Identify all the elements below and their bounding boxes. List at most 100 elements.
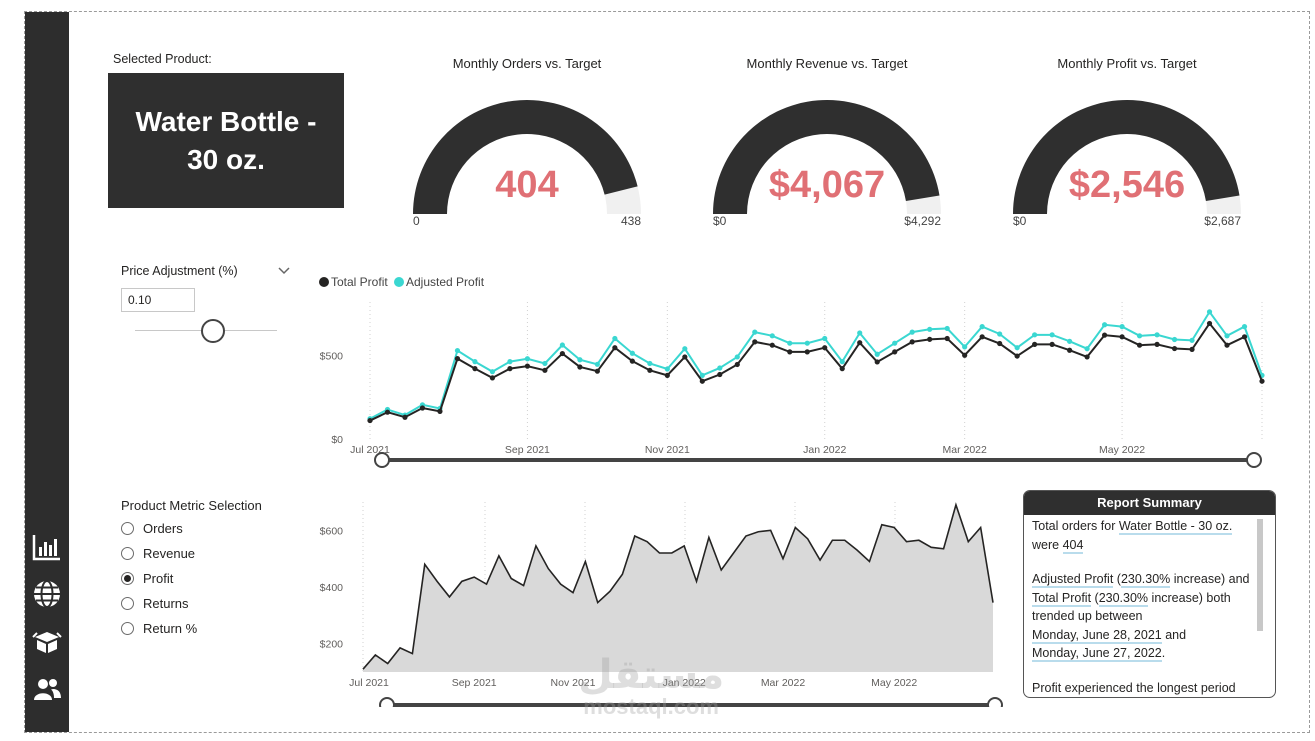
summary-highlight: Water Bottle - 30 oz.: [1118, 519, 1233, 535]
gauge-arc: [413, 100, 641, 214]
watermark-latin: mostaql.com: [583, 694, 719, 719]
radio-button[interactable]: [121, 522, 134, 535]
bar-chart-icon[interactable]: [31, 531, 63, 563]
price-adjustment-input[interactable]: [121, 288, 195, 312]
gauge-min: 0: [413, 214, 420, 228]
radio-button[interactable]: [121, 547, 134, 560]
radio-button[interactable]: [121, 597, 134, 610]
data-point: [1101, 332, 1108, 338]
selected-product-value: Water Bottle - 30 oz.: [135, 105, 317, 175]
y-tick-label: $500: [320, 350, 344, 362]
date-range-end-handle: [987, 697, 1003, 707]
radio-button-selected[interactable]: [121, 572, 134, 585]
selected-product-label: Selected Product:: [113, 52, 212, 66]
data-point: [1154, 332, 1160, 338]
series-line: [369, 321, 1263, 422]
price-adjustment-slider-thumb[interactable]: [201, 319, 226, 343]
chevron-down-icon[interactable]: [278, 262, 290, 280]
data-point: [909, 339, 915, 345]
data-point: [997, 340, 1003, 347]
y-tick-label: $400: [320, 582, 344, 594]
data-point: [1014, 345, 1020, 351]
metric-option-orders[interactable]: Orders: [121, 521, 183, 536]
legend-marker: [394, 277, 404, 287]
option-label: Revenue: [143, 546, 196, 561]
data-point: [1171, 336, 1178, 343]
gauge-arc: [1013, 100, 1241, 214]
data-point: [804, 340, 810, 346]
data-point: [524, 363, 531, 369]
gauge-max: $2,687: [1204, 214, 1241, 228]
globe-icon[interactable]: [31, 578, 63, 610]
data-point: [402, 414, 408, 420]
data-point: [1014, 353, 1020, 359]
series-line: [369, 310, 1263, 420]
box-icon[interactable]: [31, 626, 63, 658]
navigation-sidebar: [25, 12, 69, 732]
gauge-max: $4,292: [904, 214, 941, 228]
data-point: [1067, 338, 1073, 344]
data-point: [909, 329, 915, 335]
data-point: [804, 349, 810, 355]
data-point: [927, 336, 933, 342]
x-tick-label: Jul 2021: [349, 677, 389, 689]
data-point: [1119, 324, 1125, 330]
date-range-end-handle: [1246, 452, 1262, 468]
y-tick-label: $0: [331, 434, 343, 446]
data-point: [594, 361, 600, 367]
data-point: [717, 365, 723, 371]
radio-button[interactable]: [121, 622, 134, 635]
gauge-min: $0: [1013, 214, 1027, 228]
data-point: [629, 358, 635, 364]
summary-scrollbar[interactable]: [1257, 519, 1263, 631]
summary-highlight: 230.30%: [1120, 572, 1171, 588]
report-summary-title: Report Summary: [1024, 491, 1275, 515]
series-line: [362, 502, 994, 670]
gauge-fill: [713, 100, 940, 214]
data-point: [927, 326, 933, 332]
x-tick-label: Nov 2021: [645, 444, 690, 456]
data-point: [944, 335, 950, 342]
price-adjustment-label: Price Adjustment (%): [121, 264, 238, 278]
data-point: [839, 366, 845, 372]
metric-option-return-pct[interactable]: Return %: [121, 621, 197, 636]
metric-option-profit[interactable]: Profit: [121, 571, 173, 586]
selected-product-card: Water Bottle - 30 oz.: [108, 73, 344, 208]
data-point: [577, 357, 583, 363]
data-point: [367, 417, 373, 424]
data-point: [1241, 334, 1248, 340]
legend-marker: [319, 277, 329, 287]
option-label: Orders: [143, 521, 183, 536]
data-point: [1206, 320, 1213, 327]
data-point: [769, 333, 775, 339]
summary-highlight: Total Profit: [1032, 590, 1092, 607]
x-tick-label: Sep 2021: [505, 444, 550, 456]
option-label: Return %: [143, 621, 198, 636]
data-point: [734, 354, 740, 360]
data-point: [752, 329, 758, 335]
data-point: [1171, 345, 1178, 352]
data-point: [1049, 332, 1055, 338]
data-point: [1101, 322, 1108, 328]
date-range-start-handle: [374, 452, 390, 468]
people-icon[interactable]: [31, 673, 63, 705]
metric-option-revenue[interactable]: Revenue: [121, 546, 195, 561]
metric-option-returns[interactable]: Returns: [121, 596, 189, 611]
data-point: [682, 354, 688, 360]
data-point: [577, 364, 583, 370]
data-point: [1206, 309, 1213, 315]
data-point: [699, 378, 705, 384]
data-point: [454, 347, 461, 354]
data-point: [839, 359, 845, 365]
report-summary-text: Total orders for Water Bottle - 30 oz. w…: [1032, 517, 1260, 697]
data-point: [472, 359, 478, 365]
gauge-revenue: Monthly Revenue vs. Target $4,067 $0 $4,…: [711, 56, 943, 231]
summary-text: .: [1161, 646, 1166, 660]
summary-text: Profit experienced the longest period: [1032, 680, 1236, 695]
data-point: [489, 375, 496, 381]
report-summary-panel: Report Summary Total orders for Water Bo…: [1023, 490, 1276, 698]
summary-text: (: [1091, 590, 1099, 605]
x-tick-label: May 2022: [1099, 444, 1145, 456]
data-point: [524, 356, 531, 362]
